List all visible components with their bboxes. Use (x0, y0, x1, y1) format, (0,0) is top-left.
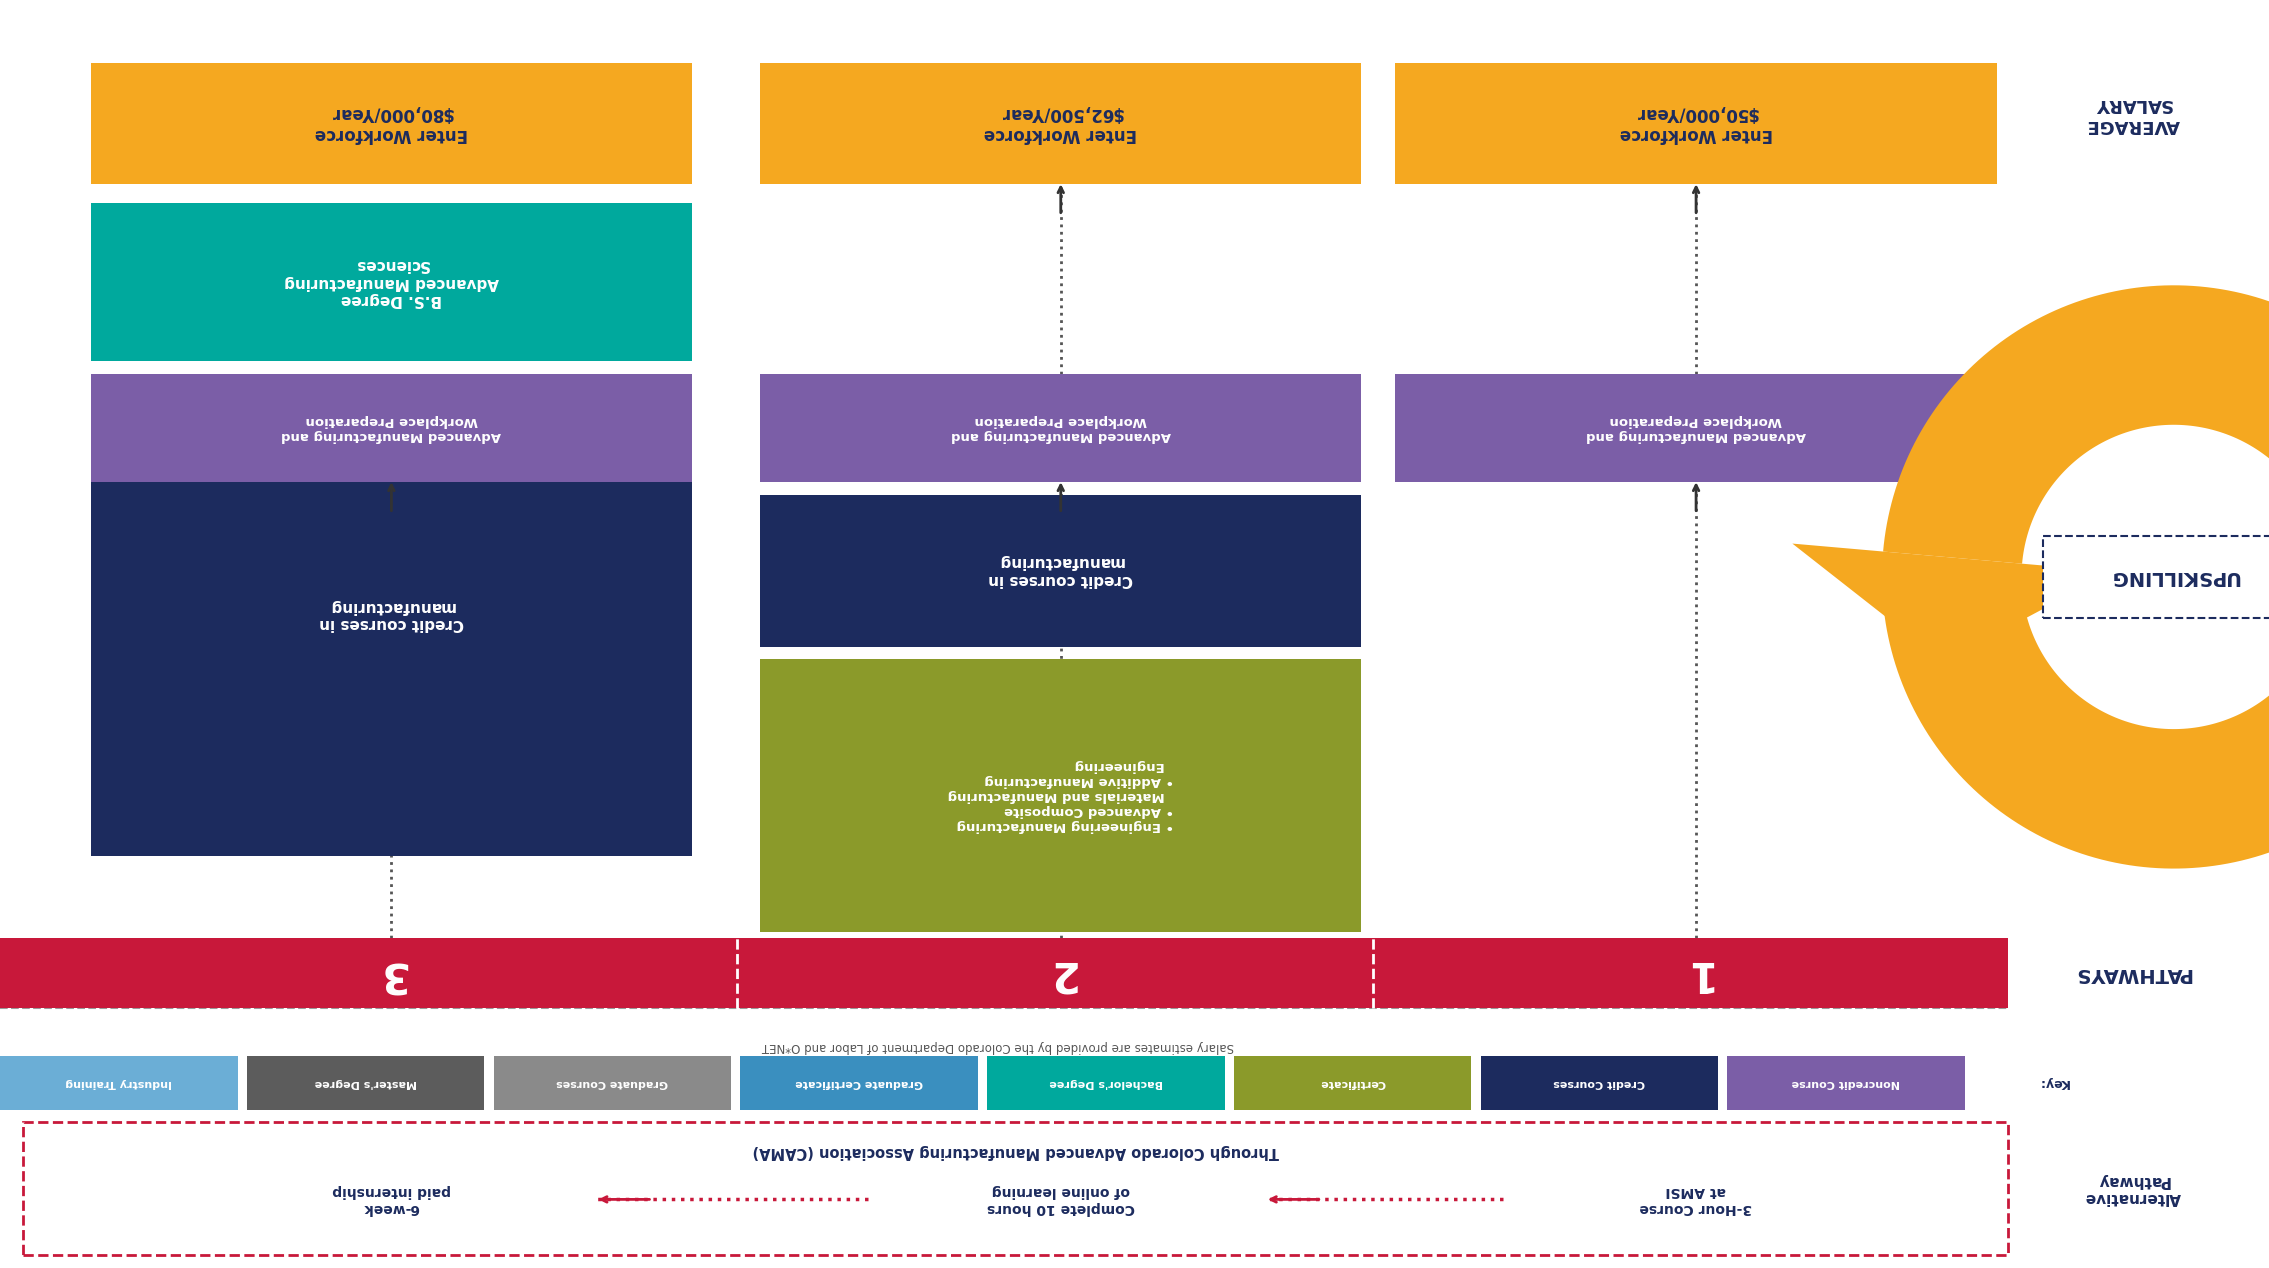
Bar (0, 938, 2008, 1008)
Text: Credit courses in
manufacturing: Credit courses in manufacturing (320, 598, 463, 631)
Text: Enter Workforce
$50,000/Year: Enter Workforce $50,000/Year (1620, 104, 1772, 143)
Text: 6-week
paid internship: 6-week paid internship (331, 1184, 452, 1215)
Text: Master's Degree: Master's Degree (315, 1078, 417, 1088)
Bar (91, 203, 692, 361)
Polygon shape (1883, 285, 2269, 564)
Bar (23, 1122, 2008, 1255)
Polygon shape (2237, 511, 2269, 643)
Text: Complete 10 hours
of online learning: Complete 10 hours of online learning (987, 1184, 1134, 1215)
Bar (760, 63, 1361, 184)
Text: Advanced Manufacturing and
Workplace Preparation: Advanced Manufacturing and Workplace Pre… (1586, 413, 1806, 443)
Bar (0, 1056, 238, 1110)
Text: Enter Workforce
$62,500/Year: Enter Workforce $62,500/Year (985, 104, 1137, 143)
Bar (247, 1056, 486, 1110)
Bar (760, 374, 1361, 482)
Text: Enter Workforce
$80,000/Year: Enter Workforce $80,000/Year (315, 104, 467, 143)
Text: Salary estimates are provided by the Colorado Department of Labor and O*NET: Salary estimates are provided by the Col… (762, 1040, 1234, 1052)
Bar (760, 495, 1361, 647)
Text: B.S. Degree
Advanced Manufacturing
Sciences: B.S. Degree Advanced Manufacturing Scien… (284, 257, 499, 307)
Bar (760, 659, 1361, 932)
Text: UPSKILLING: UPSKILLING (2108, 568, 2240, 586)
Bar (2044, 535, 2269, 618)
Text: AVERAGE
SALARY: AVERAGE SALARY (2085, 95, 2181, 133)
Bar (91, 374, 692, 482)
Text: 3-Hour Course
at AMSI: 3-Hour Course at AMSI (1640, 1184, 1752, 1215)
Bar (1482, 1056, 1718, 1110)
Bar (91, 374, 692, 856)
Bar (1395, 374, 1997, 482)
Text: Alternative
Pathway: Alternative Pathway (2085, 1173, 2181, 1205)
Text: Through Colorado Advanced Manufacturing Association (CAMA): Through Colorado Advanced Manufacturing … (751, 1144, 1280, 1159)
Bar (740, 1056, 978, 1110)
Bar (91, 63, 692, 184)
Text: Industry Training: Industry Training (66, 1078, 172, 1088)
Text: 1: 1 (1681, 952, 1711, 994)
Polygon shape (1793, 544, 2112, 662)
Text: PATHWAYS: PATHWAYS (2074, 964, 2192, 983)
Polygon shape (1883, 590, 2269, 869)
Text: Certificate: Certificate (1321, 1078, 1386, 1088)
Bar (1395, 63, 1997, 184)
Text: 3: 3 (377, 952, 406, 994)
Text: Credit courses in
manufacturing: Credit courses in manufacturing (989, 554, 1132, 587)
Text: Credit Courses: Credit Courses (1554, 1078, 1645, 1088)
Text: 2: 2 (1046, 952, 1076, 994)
Text: Graduate Courses: Graduate Courses (556, 1078, 669, 1088)
Bar (495, 1056, 731, 1110)
Bar (1234, 1056, 1473, 1110)
Text: Key:: Key: (2038, 1077, 2069, 1089)
Text: Noncredit Course: Noncredit Course (1793, 1078, 1901, 1088)
Text: Advanced Manufacturing and
Workplace Preparation: Advanced Manufacturing and Workplace Pre… (951, 413, 1171, 443)
Bar (1727, 1056, 1965, 1110)
Bar (987, 1056, 1225, 1110)
Text: Bachelor's Degree: Bachelor's Degree (1048, 1078, 1162, 1088)
Text: • Engineering Manufacturing
• Advanced Composite
  Materials and Manufacturing
•: • Engineering Manufacturing • Advanced C… (948, 760, 1173, 832)
Text: Graduate Certificate: Graduate Certificate (794, 1078, 923, 1088)
Text: Advanced Manufacturing and
Workplace Preparation: Advanced Manufacturing and Workplace Pre… (281, 413, 501, 443)
